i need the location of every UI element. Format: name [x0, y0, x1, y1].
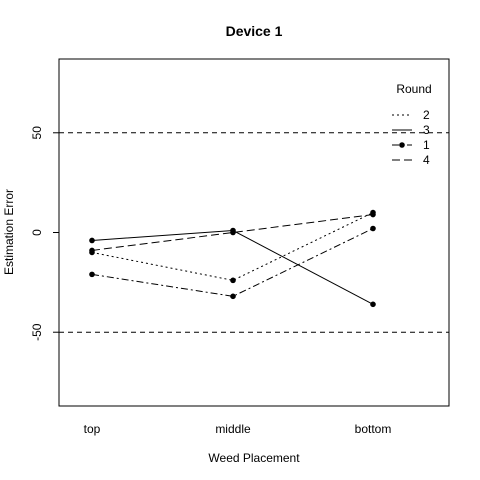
legend-marker-round-1 — [399, 142, 405, 148]
data-point-round-3-top — [89, 237, 95, 244]
series-line-round-2 — [91, 212, 374, 281]
reference-lines — [59, 132, 449, 333]
legend-label-round-1: 1 — [423, 138, 430, 152]
plot-frame — [58, 58, 450, 407]
data-point-round-4-bottom — [370, 211, 376, 218]
data-point-round-1-bottom — [370, 225, 376, 232]
y-tick-label: -50 — [30, 323, 44, 341]
chart-title: Device 1 — [226, 23, 283, 39]
x-tick-label-bottom: bottom — [355, 422, 392, 436]
x-tick-label-middle: middle — [215, 422, 251, 436]
x-axis-label: Weed Placement — [208, 451, 300, 465]
legend-label-round-2: 2 — [423, 108, 430, 122]
y-axis-label: Estimation Error — [2, 189, 16, 275]
series-layer — [89, 209, 376, 308]
data-point-round-2-middle — [230, 277, 236, 284]
data-point-round-4-top — [89, 247, 95, 254]
y-axis: -50 0 50 — [30, 126, 59, 341]
x-tick-label-top: top — [84, 422, 101, 436]
series-line-round-1 — [91, 228, 374, 297]
data-point-round-1-middle — [230, 293, 236, 300]
legend-label-round-4: 4 — [423, 153, 430, 167]
data-point-round-1-top — [89, 271, 95, 278]
data-point-round-4-middle — [230, 229, 236, 236]
y-tick-label: 0 — [30, 229, 44, 236]
legend-title: Round — [396, 82, 431, 96]
x-axis: top middle bottom — [84, 422, 392, 436]
data-point-round-3-bottom — [370, 301, 376, 308]
y-tick-label: 50 — [30, 126, 44, 140]
legend-label-round-3: 3 — [423, 123, 430, 137]
series-line-round-3 — [91, 229, 374, 305]
